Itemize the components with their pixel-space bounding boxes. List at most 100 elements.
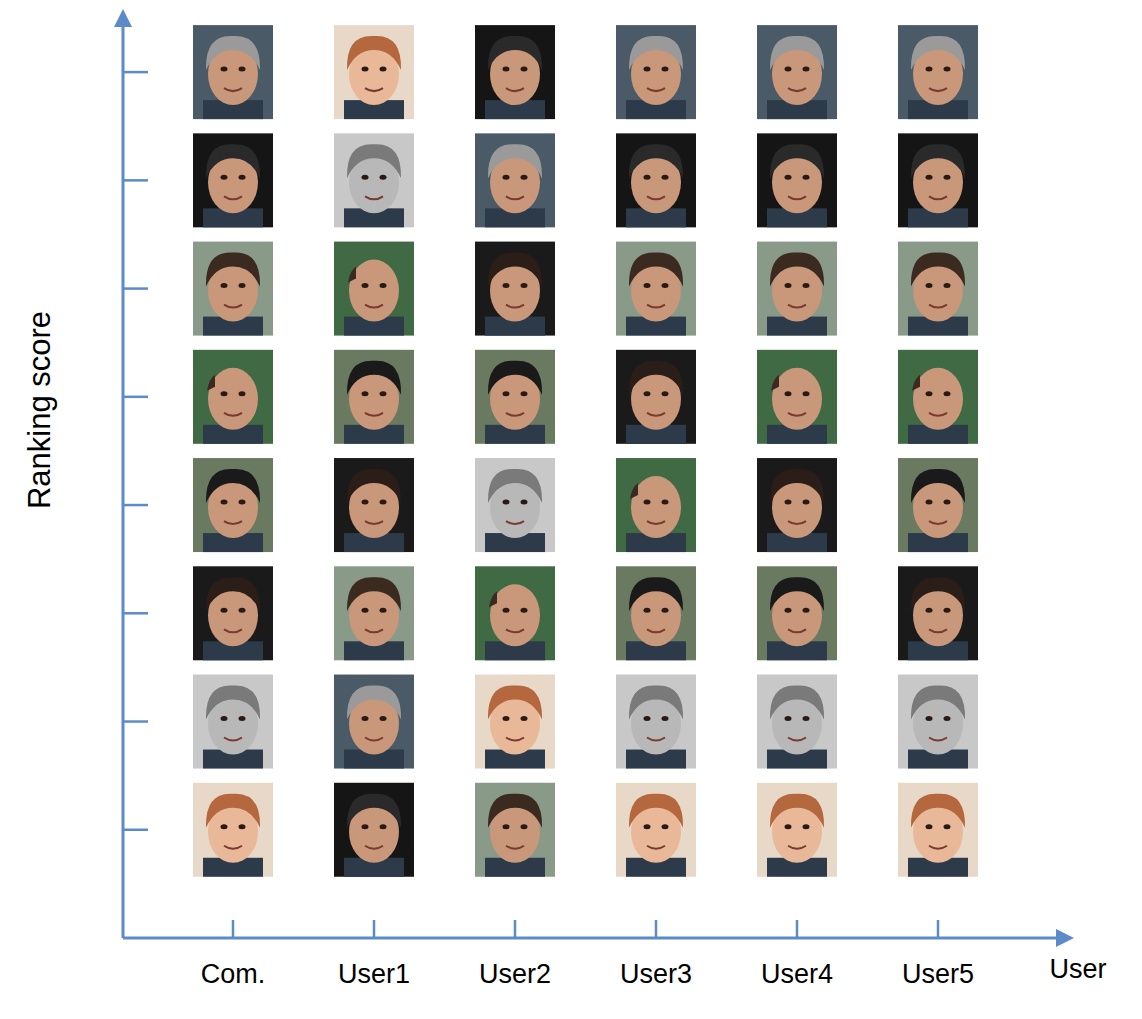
face [898, 783, 978, 877]
face-eye [362, 175, 369, 180]
face-eye [662, 608, 669, 613]
face [757, 242, 837, 336]
face-mouth [365, 738, 383, 741]
face-mouth [929, 413, 947, 416]
face-mouth [929, 738, 947, 741]
face-eye [926, 824, 933, 829]
face-eye [662, 67, 669, 72]
face-bg [616, 458, 696, 552]
face [193, 458, 273, 552]
face-hair [770, 469, 824, 503]
face-hair [771, 375, 779, 391]
face-bg [334, 783, 414, 877]
face [193, 566, 273, 660]
face [334, 133, 414, 227]
face-eye [662, 500, 669, 505]
face-eye [362, 716, 369, 721]
face [334, 783, 414, 877]
face-mouth [788, 196, 806, 199]
face-eye [785, 824, 792, 829]
face-bg [757, 566, 837, 660]
face [616, 566, 696, 660]
face-hair [629, 577, 683, 611]
face-eye [644, 608, 651, 613]
face [616, 350, 696, 444]
face-hair [770, 577, 824, 611]
face-mouth [788, 413, 806, 416]
face-mouth [224, 846, 242, 849]
face-eye [944, 500, 951, 505]
face [757, 350, 837, 444]
face-mouth [506, 629, 524, 632]
y-tick [123, 179, 148, 182]
face-head [913, 368, 963, 430]
face-eye [785, 67, 792, 72]
face [334, 458, 414, 552]
x-tick-label: User3 [620, 959, 692, 989]
face-eye [221, 391, 228, 396]
face-hair [911, 685, 965, 719]
face-hair [488, 794, 542, 828]
face-bg [616, 242, 696, 336]
face-mouth [506, 846, 524, 849]
x-tick [232, 920, 235, 938]
face-hair [911, 469, 965, 503]
face-mouth [506, 413, 524, 416]
y-tick [123, 287, 148, 290]
face-bg [898, 242, 978, 336]
face-bg [898, 566, 978, 660]
face-eye [503, 67, 510, 72]
face-hair [489, 591, 497, 607]
face-eye [380, 391, 387, 396]
face [757, 566, 837, 660]
face-bg [475, 458, 555, 552]
face [334, 242, 414, 336]
face [757, 675, 837, 769]
face-hair [206, 794, 260, 828]
x-tick-label: User4 [761, 959, 833, 989]
face [757, 133, 837, 227]
face-eye [521, 283, 528, 288]
face-eye [803, 608, 810, 613]
face-eye [503, 824, 510, 829]
face-eye [221, 67, 228, 72]
face-bg [757, 675, 837, 769]
face-eye [785, 283, 792, 288]
face-bg [757, 783, 837, 877]
face-hair [629, 144, 683, 178]
face [898, 566, 978, 660]
face-hair [347, 794, 401, 828]
face-hair [911, 577, 965, 611]
face-eye [803, 67, 810, 72]
y-tick [123, 829, 148, 832]
face-head [208, 368, 258, 430]
face-mouth [365, 88, 383, 91]
face [193, 242, 273, 336]
face-eye [362, 283, 369, 288]
face [475, 242, 555, 336]
face-eye [239, 391, 246, 396]
face-eye [521, 716, 528, 721]
face-mouth [365, 846, 383, 849]
face-mouth [647, 521, 665, 524]
x-tick [655, 920, 658, 938]
face-bg [616, 25, 696, 119]
face-bg [334, 242, 414, 336]
face-hair [206, 577, 260, 611]
face-eye [521, 67, 528, 72]
face-eye [521, 391, 528, 396]
face-eye [803, 391, 810, 396]
face-hair [347, 361, 401, 395]
face [475, 783, 555, 877]
face-bg [757, 25, 837, 119]
face-eye [380, 824, 387, 829]
face-bg [475, 675, 555, 769]
face-mouth [647, 196, 665, 199]
face-mouth [224, 196, 242, 199]
face-mouth [647, 305, 665, 308]
face-head [772, 368, 822, 430]
x-tick-label: User2 [479, 959, 551, 989]
face-eye [503, 500, 510, 505]
x-tick [796, 920, 799, 938]
face [898, 458, 978, 552]
